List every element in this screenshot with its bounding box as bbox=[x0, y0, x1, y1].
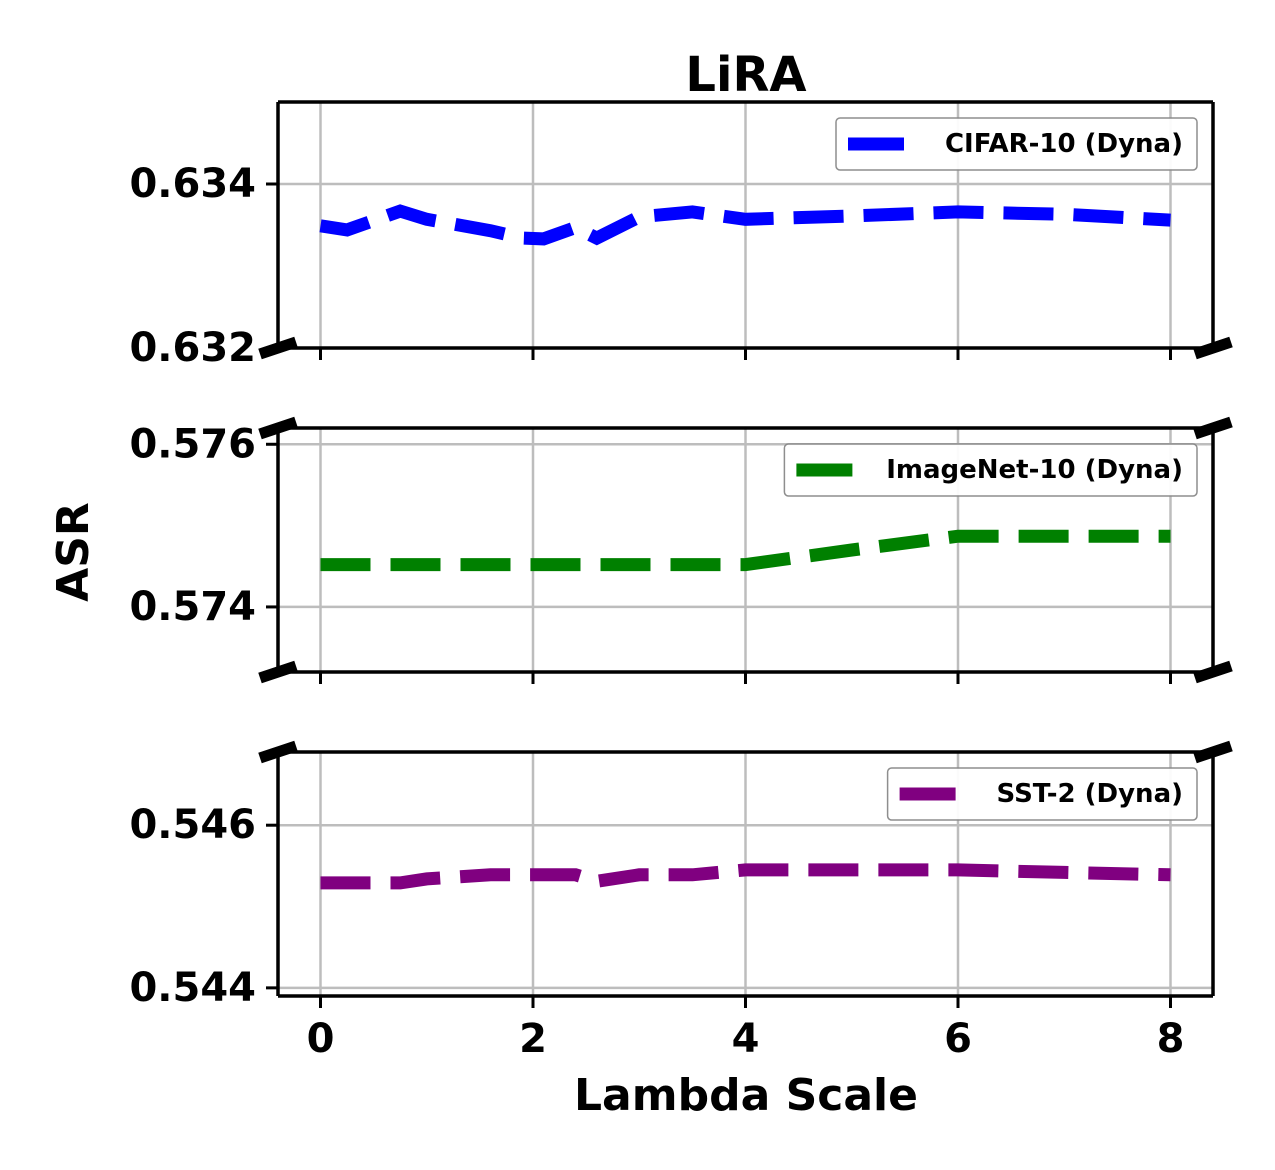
legend-2: SST-2 (Dyna) bbox=[886, 767, 1198, 821]
y-tick-label: 0.544 bbox=[129, 965, 256, 1011]
y-tick-label: 0.574 bbox=[129, 584, 256, 630]
y-tick-label: 0.632 bbox=[129, 325, 256, 371]
panel-0: 0.632 0.634 CIFAR-10 (Dyna) bbox=[129, 100, 1233, 371]
series-line-0 bbox=[319, 204, 1171, 246]
axis-break-mark bbox=[258, 660, 298, 684]
x-ticks-group: 0 2 4 6 8 bbox=[307, 1016, 1185, 1062]
legend-label: SST-2 (Dyna) bbox=[997, 779, 1183, 809]
chart-title: LiRA bbox=[685, 47, 806, 103]
x-tick-label: 2 bbox=[519, 1016, 547, 1062]
series-line-2 bbox=[320, 863, 1171, 890]
axis-break-mark bbox=[1193, 740, 1233, 764]
series-line-1 bbox=[320, 529, 1171, 572]
legend-box bbox=[835, 117, 1198, 171]
panel-1: 0.574 0.576 ImageNet-10 (Dyna) bbox=[129, 416, 1233, 684]
axis-break-mark bbox=[258, 740, 298, 764]
x-tick-label: 8 bbox=[1157, 1016, 1185, 1062]
x-axis-label: Lambda Scale bbox=[574, 1070, 918, 1121]
axis-break-mark bbox=[1193, 660, 1233, 684]
x-tick-label: 4 bbox=[732, 1016, 760, 1062]
axis-break-mark bbox=[258, 416, 298, 440]
legend-box bbox=[783, 443, 1198, 497]
axis-break-mark bbox=[1193, 336, 1233, 360]
y-tick-label: 0.634 bbox=[129, 161, 256, 207]
axis-break-mark bbox=[258, 336, 298, 360]
legend-label: CIFAR-10 (Dyna) bbox=[945, 129, 1183, 159]
legend-1: ImageNet-10 (Dyna) bbox=[783, 443, 1198, 497]
y-tick-label: 0.576 bbox=[129, 421, 256, 467]
y-tick-label: 0.546 bbox=[129, 802, 256, 848]
axis-break-mark bbox=[1193, 416, 1233, 440]
panels-group: 0.632 0.634 CIFAR-10 (Dyna) 0.574 0.576 Image… bbox=[129, 100, 1233, 1011]
legend-label: ImageNet-10 (Dyna) bbox=[886, 455, 1183, 485]
legend-0: CIFAR-10 (Dyna) bbox=[835, 117, 1198, 171]
x-tick-label: 6 bbox=[944, 1016, 972, 1062]
x-tick-label: 0 bbox=[307, 1016, 335, 1062]
legend-box bbox=[886, 767, 1198, 821]
y-axis-label: ASR bbox=[48, 502, 99, 602]
panel-2: 0.544 0.546 SST-2 (Dyna) bbox=[129, 740, 1233, 1011]
